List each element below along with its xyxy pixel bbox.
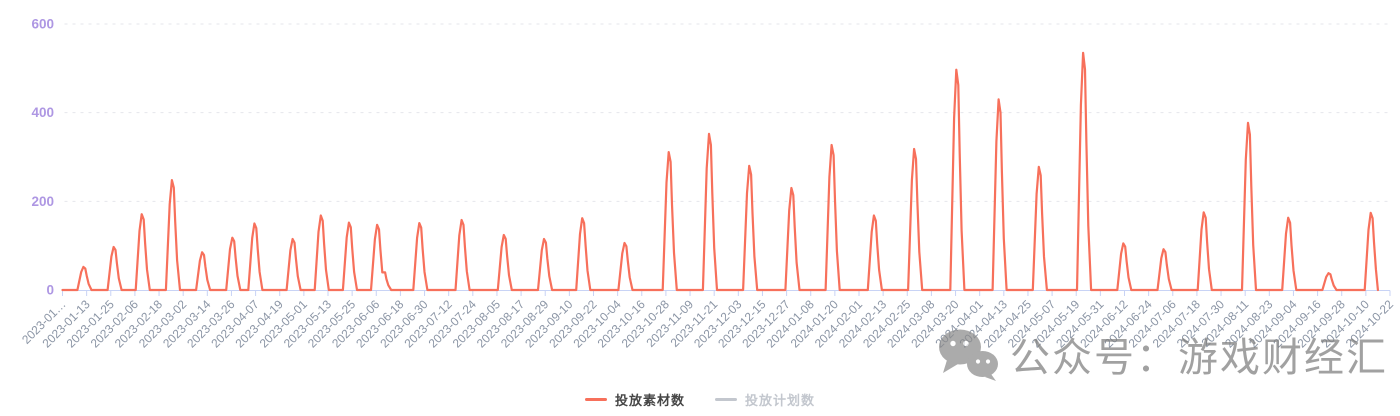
y-axis-label: 600 xyxy=(31,17,54,32)
y-axis-label: 0 xyxy=(46,283,54,298)
legend-line-marker xyxy=(584,397,607,401)
y-axis-label: 400 xyxy=(31,105,54,120)
legend-item-plan-count[interactable]: 投放计划数 xyxy=(715,390,815,409)
legend-label: 投放素材数 xyxy=(614,392,685,408)
legend-label: 投放计划数 xyxy=(745,392,816,408)
y-axis-label: 200 xyxy=(31,194,54,209)
legend: 投放素材数 投放计划数 xyxy=(0,386,1400,412)
series-line xyxy=(61,51,1380,292)
legend-item-material-count[interactable]: 投放素材数 xyxy=(584,390,685,409)
legend-line-marker xyxy=(715,397,737,401)
